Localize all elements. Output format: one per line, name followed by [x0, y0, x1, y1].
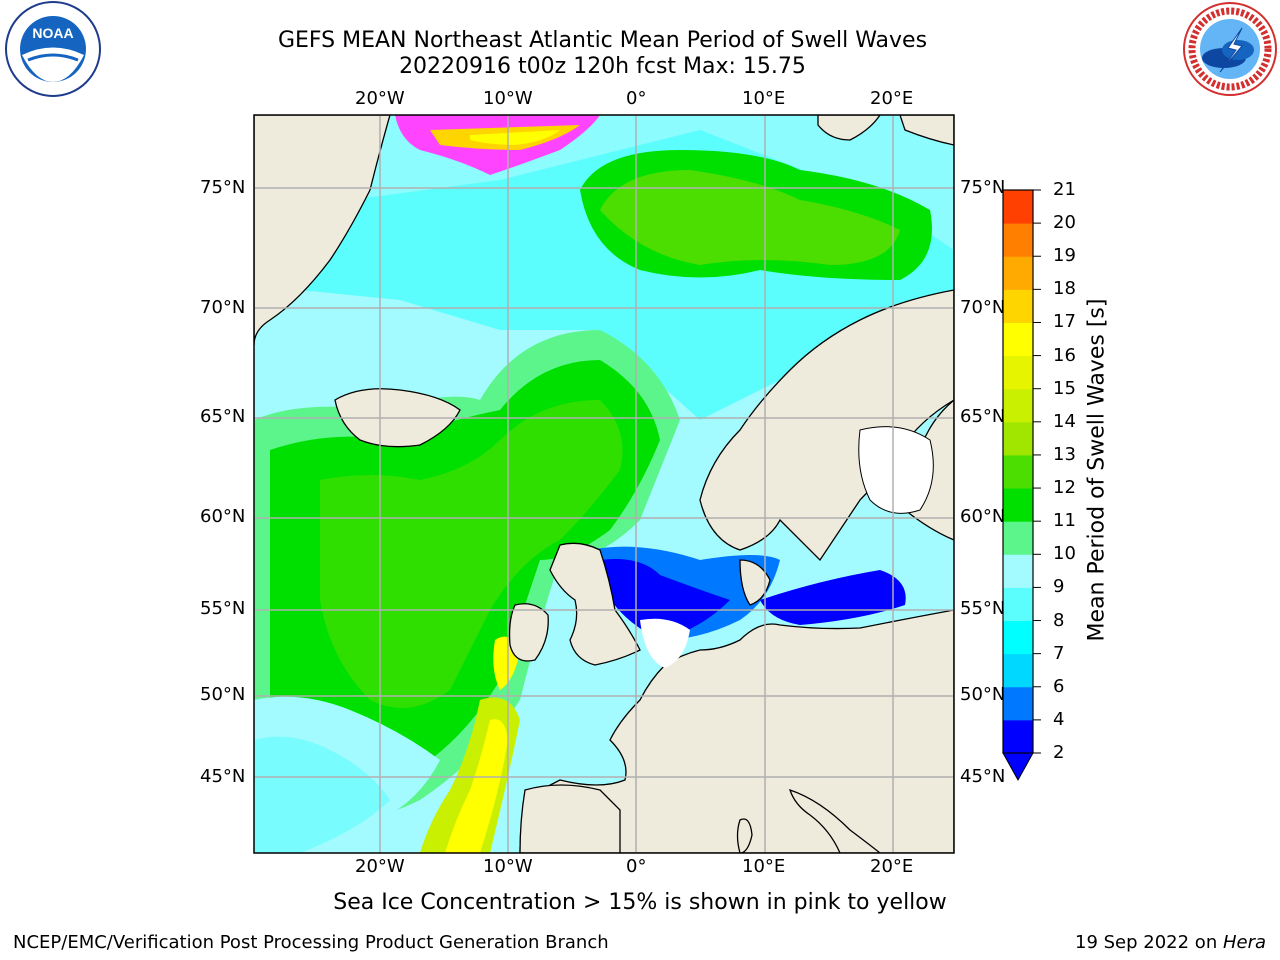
footer-date-text: 19 Sep 2022 on — [1075, 932, 1223, 953]
colorbar-segment — [1003, 289, 1033, 323]
lat-label-left: 50°N — [200, 684, 246, 705]
lon-label-bottom: 10°W — [483, 856, 533, 877]
colorbar-segment — [1003, 454, 1033, 489]
colorbar-segment — [1003, 355, 1033, 390]
lon-label-bottom: 10°E — [742, 856, 786, 877]
nws-logo — [1183, 2, 1277, 96]
lat-label-right: 50°N — [960, 684, 1006, 705]
lon-label-bottom: 20°E — [870, 856, 914, 877]
footer-date: 19 Sep 2022 on Hera — [1075, 932, 1266, 953]
lat-label-right: 60°N — [960, 506, 1006, 527]
chart-subtitle: 20220916 t00z 120h fcst Max: 15.75 — [399, 54, 806, 79]
lat-label-right: 45°N — [960, 766, 1006, 787]
noaa-logo: NOAA — [5, 1, 101, 97]
colorbar — [1002, 189, 1041, 782]
lon-label-top: 10°E — [742, 88, 786, 109]
colorbar-segment — [1003, 719, 1033, 753]
colorbar-segment — [1003, 521, 1033, 555]
colorbar-segment — [1003, 190, 1033, 224]
colorbar-segment — [1003, 587, 1033, 622]
lat-label-right: 65°N — [960, 406, 1006, 427]
colorbar-segment — [1003, 223, 1033, 257]
lon-label-bottom: 20°W — [355, 856, 405, 877]
lat-label-left: 70°N — [200, 297, 246, 318]
lon-label-bottom: 0° — [626, 856, 647, 877]
colorbar-segment — [1003, 421, 1033, 456]
colorbar-segment — [1003, 388, 1033, 423]
lat-label-right: 75°N — [960, 177, 1006, 198]
footer-host: Hera — [1222, 932, 1266, 953]
land-masses — [254, 115, 954, 853]
lon-label-top: 20°W — [355, 88, 405, 109]
lon-label-top: 0° — [626, 88, 647, 109]
colorbar-segment — [1003, 256, 1033, 290]
colorbar-segment — [1003, 620, 1033, 655]
colorbar-segment — [1003, 488, 1033, 522]
lat-label-right: 70°N — [960, 297, 1006, 318]
colorbar-segment — [1003, 554, 1033, 588]
chart-title: GEFS MEAN Northeast Atlantic Mean Period… — [277, 28, 928, 53]
footer-credit: NCEP/EMC/Verification Post Processing Pr… — [13, 932, 609, 953]
lat-label-left: 75°N — [200, 177, 246, 198]
graticule — [254, 115, 954, 853]
colorbar-segment — [1003, 686, 1033, 721]
sea-ice-caption: Sea Ice Concentration > 15% is shown in … — [333, 890, 947, 915]
colorbar-segment — [1003, 322, 1033, 357]
lat-label-left: 45°N — [200, 766, 246, 787]
lon-label-top: 20°E — [870, 88, 914, 109]
colorbar-segment — [1003, 653, 1033, 688]
colorbar-extend-arrow — [1002, 752, 1034, 782]
lat-label-right: 55°N — [960, 598, 1006, 619]
lat-label-left: 60°N — [200, 506, 246, 527]
map-frame — [253, 114, 955, 854]
noaa-logo-text: NOAA — [32, 25, 73, 41]
colorbar-label: Mean Period of Swell Waves [s] — [1084, 298, 1110, 642]
map-field — [254, 115, 954, 853]
lat-label-left: 65°N — [200, 406, 246, 427]
lat-label-left: 55°N — [200, 598, 246, 619]
lon-label-top: 10°W — [483, 88, 533, 109]
